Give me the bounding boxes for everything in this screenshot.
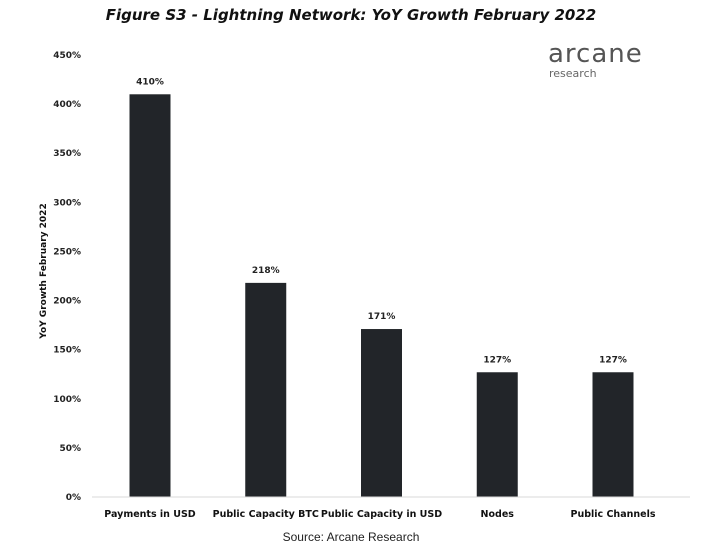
bar <box>592 372 634 497</box>
y-tick-label: 100% <box>53 395 81 405</box>
bar <box>476 372 518 497</box>
bar-data-label: 171% <box>368 312 396 322</box>
bar-data-label: 218% <box>252 266 280 276</box>
y-tick-label: 150% <box>53 346 81 356</box>
y-axis-ticks: 0% 50% 100% 150% 200% 250% 300% 350% 400% 450% <box>53 51 81 503</box>
bar <box>129 94 171 498</box>
bar <box>361 329 402 497</box>
bar <box>245 282 287 497</box>
x-category-label: Nodes <box>481 509 515 520</box>
y-tick-label: 0% <box>66 493 81 503</box>
y-tick-label: 450% <box>53 51 81 61</box>
y-tick-label: 400% <box>53 100 81 110</box>
y-tick-label: 300% <box>53 198 81 208</box>
y-tick-label: 250% <box>53 247 81 257</box>
x-category-label: Public Capacity in USD <box>321 509 442 520</box>
data-labels: 410% 218% 171% 127% 127% <box>136 77 627 365</box>
y-tick-label: 200% <box>53 297 81 307</box>
bar-data-label: 410% <box>136 77 164 87</box>
x-category-label: Payments in USD <box>104 509 196 520</box>
y-tick-label: 350% <box>53 149 81 159</box>
arcane-research-logo: arcane research <box>548 40 658 80</box>
bars <box>129 94 634 498</box>
chart-title: Figure S3 - Lightning Network: YoY Growt… <box>105 6 597 24</box>
x-category-label: Public Capacity BTC <box>213 509 319 520</box>
logo-wordmark: arcane <box>548 39 643 69</box>
source-note: Source: Arcane Research <box>282 530 420 544</box>
y-axis-label: YoY Growth February 2022 <box>39 203 49 339</box>
x-category-label: Public Channels <box>570 509 655 520</box>
logo-subtitle: research <box>549 67 597 80</box>
x-axis-categories: Payments in USD Public Capacity BTC Public… <box>104 509 656 520</box>
bar-data-label: 127% <box>483 355 511 365</box>
bar-data-label: 127% <box>599 355 627 365</box>
y-tick-label: 50% <box>59 444 81 454</box>
